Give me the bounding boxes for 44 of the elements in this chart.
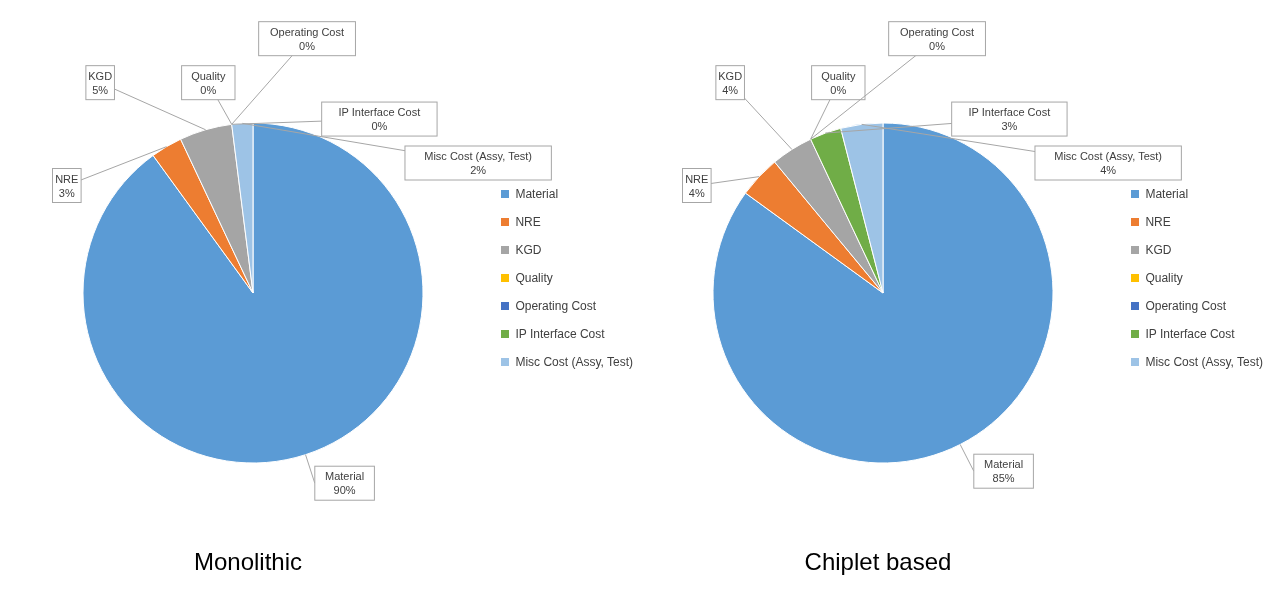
data-label: 90% bbox=[333, 484, 356, 497]
category-label: Quality bbox=[191, 69, 226, 82]
text: Monolithic bbox=[192, 548, 303, 576]
text: 0% bbox=[830, 83, 847, 96]
data-label: 2% bbox=[470, 164, 487, 176]
legend-label: Operating Cost bbox=[1145, 298, 1227, 315]
legend-label: Operating Cost bbox=[515, 298, 597, 315]
legend-label: Material bbox=[515, 186, 559, 203]
slice-label: Material bbox=[984, 458, 1024, 471]
data-label: 4% bbox=[688, 186, 705, 199]
slice-label: Misc Cost (Assy, Test) bbox=[424, 150, 533, 162]
data-label: 3% bbox=[1001, 120, 1018, 133]
text: 0% bbox=[200, 83, 217, 96]
data-label: 85% bbox=[992, 472, 1015, 485]
slice-label: Material bbox=[325, 470, 365, 483]
legend-label: NRE bbox=[515, 214, 541, 231]
slice-label: KGD bbox=[718, 69, 743, 82]
slice-label: IP Interface Cost bbox=[968, 106, 1051, 119]
slice-label: NRE bbox=[55, 172, 79, 185]
data-label: 3% bbox=[58, 186, 75, 199]
legend-label: Misc Cost (Assy, Test) bbox=[515, 354, 633, 371]
category-label: IP Interface Cost bbox=[338, 106, 421, 119]
category-label: Quality bbox=[821, 69, 856, 82]
legend-label: Quality bbox=[515, 270, 553, 287]
legend-label: IP Interface Cost bbox=[515, 326, 605, 343]
text: 0% bbox=[299, 39, 316, 52]
data-label: 5% bbox=[92, 83, 109, 96]
legend-label: Quality bbox=[1145, 270, 1183, 287]
category-label: Operating Cost bbox=[270, 25, 345, 38]
text: Chiplet based bbox=[803, 548, 953, 576]
slice-label: NRE bbox=[685, 172, 709, 185]
slice-label: Misc Cost (Assy, Test) bbox=[1054, 150, 1163, 162]
data-label: 4% bbox=[1100, 164, 1117, 176]
legend-label: IP Interface Cost bbox=[1145, 326, 1235, 343]
legend-label: Misc Cost (Assy, Test) bbox=[1145, 354, 1263, 371]
legend-label: KGD bbox=[515, 242, 542, 259]
text: 0% bbox=[371, 120, 388, 133]
slice-label: KGD bbox=[88, 69, 113, 82]
category-label: Operating Cost bbox=[900, 25, 975, 38]
text: 0% bbox=[929, 39, 946, 52]
data-label: 4% bbox=[722, 83, 739, 96]
legend-label: KGD bbox=[1145, 242, 1172, 259]
legend-label: NRE bbox=[1145, 214, 1171, 231]
legend-label: Material bbox=[1145, 186, 1189, 203]
